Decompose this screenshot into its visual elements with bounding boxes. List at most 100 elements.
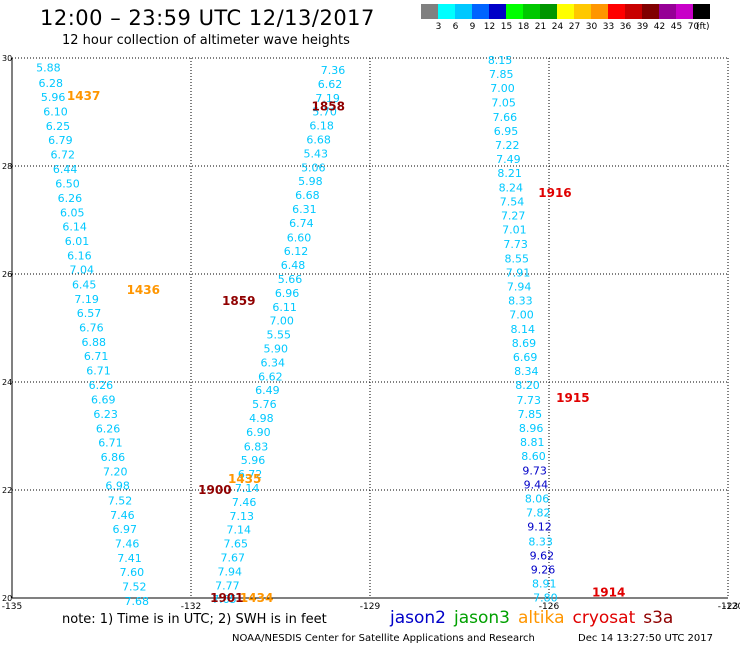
wave-height-value: 5.96 bbox=[241, 454, 266, 467]
wave-height-value: 5.55 bbox=[266, 328, 291, 341]
wave-height-value: 7.66 bbox=[493, 111, 518, 124]
scale-swatch bbox=[489, 4, 506, 19]
wave-height-value: 7.52 bbox=[122, 581, 147, 594]
wave-height-value: 9.73 bbox=[522, 465, 547, 478]
scale-label: 21 bbox=[534, 22, 547, 32]
legend-item-altika: altika bbox=[518, 608, 565, 628]
wave-height-value: 7.82 bbox=[526, 507, 551, 520]
wave-height-value: 7.14 bbox=[226, 523, 251, 536]
satellite-legend: jason2 jason3 altika cryosat s3a bbox=[390, 608, 681, 628]
scale-label: 45 bbox=[670, 22, 683, 32]
wave-height-value: 6.16 bbox=[67, 250, 92, 263]
wave-height-value: 6.12 bbox=[284, 245, 309, 258]
scale-swatch bbox=[608, 4, 625, 19]
wave-height-value: 7.85 bbox=[518, 408, 543, 421]
wave-height-value: 8.21 bbox=[497, 167, 522, 180]
track-time-labels: 1437 1436 1435 1434 1858 1859 1900 1901 1916 1915… bbox=[67, 89, 625, 605]
wave-height-value: 7.73 bbox=[516, 394, 541, 407]
wave-height-value: 6.49 bbox=[255, 384, 280, 397]
wave-height-value: 6.71 bbox=[86, 365, 111, 378]
legend-item-cryosat: cryosat bbox=[572, 608, 636, 628]
wave-height-value: 6.76 bbox=[79, 321, 104, 334]
scale-unit: (ft) bbox=[696, 22, 710, 32]
wave-height-value: 6.71 bbox=[98, 436, 123, 449]
y-tick-label: 28 bbox=[2, 162, 12, 171]
wave-height-value: 7.19 bbox=[315, 92, 340, 105]
wave-height-value: 5.06 bbox=[301, 162, 326, 175]
scale-label: 12 bbox=[483, 22, 496, 32]
scale-label: 18 bbox=[517, 22, 530, 32]
wave-height-value: 6.10 bbox=[43, 105, 68, 118]
wave-height-value: 7.01 bbox=[502, 224, 527, 237]
wave-height-value: 6.26 bbox=[96, 422, 121, 435]
time-label: 1901 bbox=[210, 591, 243, 605]
scale-swatch bbox=[659, 4, 676, 19]
time-label: 1437 bbox=[67, 89, 100, 103]
wave-height-value: 6.79 bbox=[48, 134, 73, 147]
wave-height-value: 7.85 bbox=[489, 68, 514, 81]
scale-label: 39 bbox=[636, 22, 649, 32]
wave-height-value: 6.26 bbox=[58, 192, 83, 205]
wave-height-value: 9.44 bbox=[524, 479, 549, 492]
wave-height-value: 7.14 bbox=[235, 482, 260, 495]
time-label: 1436 bbox=[127, 283, 160, 297]
wave-height-value: 6.23 bbox=[93, 408, 118, 421]
y-tick-label: 30 bbox=[2, 54, 12, 63]
wave-height-value: 7.36 bbox=[321, 64, 346, 77]
wave-height-value: 6.98 bbox=[105, 480, 130, 493]
wave-height-value: 7.77 bbox=[215, 580, 240, 593]
wave-height-value: 8.33 bbox=[528, 535, 553, 548]
wave-height-value: 8.55 bbox=[505, 252, 530, 265]
wave-height-value: 6.60 bbox=[287, 231, 312, 244]
wave-height-value: 6.71 bbox=[84, 350, 109, 363]
wave-height-value: 6.74 bbox=[289, 217, 314, 230]
wave-height-value: 7.46 bbox=[115, 537, 140, 550]
wave-height-value: 7.13 bbox=[229, 510, 254, 523]
wave-height-value: 6.68 bbox=[306, 134, 331, 147]
scale-label: 30 bbox=[585, 22, 598, 32]
wave-height-value: 6.88 bbox=[81, 336, 106, 349]
wave-height-value: 6.97 bbox=[113, 523, 138, 536]
wave-height-value: 6.31 bbox=[292, 203, 317, 216]
y-tick-label: 24 bbox=[2, 378, 12, 387]
wave-height-value: 5.43 bbox=[303, 148, 328, 161]
wave-height-value: 7.00 bbox=[509, 309, 534, 322]
axis-tick-labels: -135 -132 -129 -126 -123-120 20 22 24 26 28 30 bbox=[2, 54, 740, 612]
wave-height-value: 8.33 bbox=[508, 294, 533, 307]
wave-height-value: 7.54 bbox=[500, 196, 525, 209]
wave-height-value: 5.88 bbox=[36, 62, 61, 75]
scale-swatch bbox=[591, 4, 608, 19]
wave-height-value: 7.05 bbox=[491, 96, 516, 109]
scale-swatch bbox=[693, 4, 710, 19]
wave-height-value: 7.94 bbox=[218, 566, 243, 579]
wave-height-value: 5.98 bbox=[298, 175, 323, 188]
wave-height-value: 6.69 bbox=[91, 393, 116, 406]
wave-height-value: 7.22 bbox=[495, 139, 520, 152]
chart-title: 12:00 – 23:59 UTC 12/13/2017 bbox=[40, 6, 375, 30]
x-tick-label: -126 bbox=[539, 602, 560, 612]
x-tick-label: -123 bbox=[718, 602, 738, 612]
time-label: 1900 bbox=[198, 483, 231, 497]
wave-height-value: 6.95 bbox=[494, 125, 519, 138]
wave-height-value: 8.91 bbox=[532, 577, 557, 590]
wave-height-value: 8.20 bbox=[515, 379, 540, 392]
scale-label: 15 bbox=[500, 22, 513, 32]
wave-height-value: 6.45 bbox=[72, 278, 97, 291]
wave-height-value: 7.41 bbox=[117, 552, 142, 565]
time-label: 1916 bbox=[538, 186, 571, 200]
wave-height-value: 9.26 bbox=[531, 563, 556, 576]
wave-height-value: 6.28 bbox=[39, 77, 64, 90]
scale-label: 33 bbox=[602, 22, 615, 32]
time-label: 1434 bbox=[240, 591, 273, 605]
wave-height-value: 7.65 bbox=[224, 537, 249, 550]
chart-subtitle: 12 hour collection of altimeter wave hei… bbox=[62, 33, 350, 48]
wave-height-value: 7.00 bbox=[269, 314, 294, 327]
wave-height-value: 7.19 bbox=[74, 293, 99, 306]
legend-item-jason3: jason3 bbox=[454, 608, 510, 628]
wave-height-value: 6.96 bbox=[275, 287, 300, 300]
scale-swatch bbox=[540, 4, 557, 19]
wave-height-value: 5.66 bbox=[278, 273, 303, 286]
wave-height-value: 7.80 bbox=[533, 591, 558, 604]
scale-swatch bbox=[421, 4, 438, 19]
scale-label: 6 bbox=[452, 22, 459, 32]
